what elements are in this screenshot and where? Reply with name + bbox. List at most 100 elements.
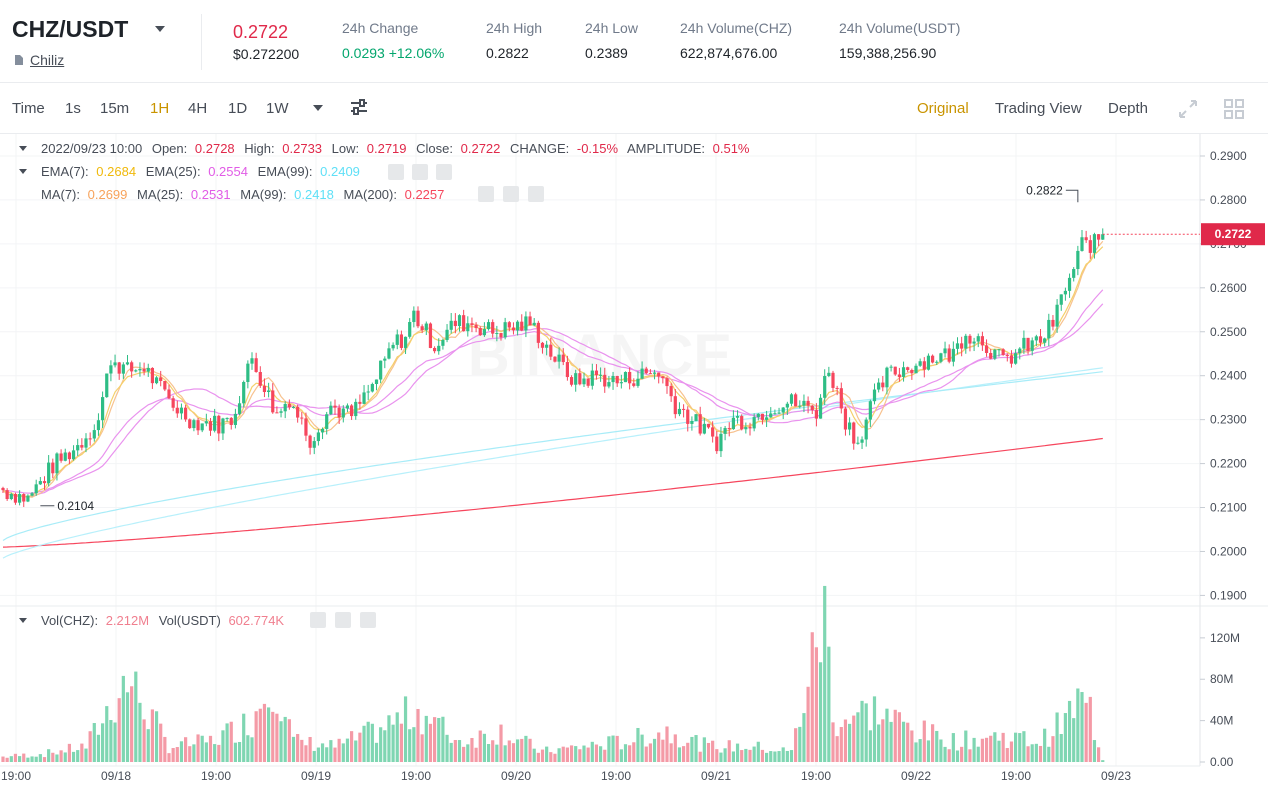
candle-body [532,322,536,326]
candle-body [428,323,433,348]
pair-symbol[interactable]: CHZ/USDT [12,16,129,42]
candle-body [325,414,329,429]
candle-body [42,481,47,484]
volume-bar [26,757,30,762]
settings-icon[interactable] [335,612,351,628]
interval-15m[interactable]: 15m [100,100,130,117]
high-marker-line [1065,189,1079,203]
volume-bar [897,712,901,762]
layout-grid-icon[interactable] [1224,99,1244,119]
view-original[interactable]: Original [917,100,969,117]
eye-icon[interactable] [388,164,404,180]
legend-open-label: Open: [152,141,187,156]
last-price-usd: $0.272200 [233,46,300,62]
volume-bar [553,753,557,762]
volume-bar [789,750,794,762]
volume-bar [719,752,723,762]
volume-bar [163,736,167,762]
candle-body [1097,234,1101,240]
candle-body [997,349,1001,351]
volume-bar [657,732,661,762]
volume-bar [246,735,250,762]
volume-bar [806,686,810,762]
volume-bar [810,632,814,762]
stat-label: 24h High [486,20,543,36]
volume-bar [42,757,47,762]
candle-body [420,326,424,331]
pair-dropdown-caret-icon[interactable] [155,26,165,32]
interval-1d[interactable]: 1D [228,100,248,117]
volume-bar [466,744,470,762]
volume-bar [661,739,665,762]
indicator-settings-icon[interactable] [349,98,369,116]
candle-body [964,335,968,349]
fullscreen-icon[interactable] [1178,99,1198,119]
close-icon[interactable] [528,186,544,202]
interval-1w[interactable]: 1W [266,100,289,117]
coin-name-link[interactable]: Chiliz [30,52,65,68]
legend-vol-usdt-label: Vol(USDT) [159,613,221,628]
volume-bar [67,743,71,762]
volume-bar [881,719,885,762]
more-intervals-caret-icon[interactable] [313,105,323,111]
volume-bar [179,741,184,762]
candle-body [777,412,781,414]
volume-bar [1055,712,1059,762]
close-icon[interactable] [360,612,376,628]
interval-4h[interactable]: 4H [188,100,208,117]
candle-body [574,373,578,385]
candlestick-chart[interactable]: BINANCE 0.29000.28000.27000.26000.25000.… [0,134,1268,802]
volume-bar [383,730,387,762]
volume-bar [18,756,22,762]
candle-body [706,423,711,428]
collapse-caret-icon[interactable] [19,169,27,174]
volume-bar [835,736,839,762]
volume-bar [63,752,67,762]
volume-bar [545,746,549,762]
candle-body [130,362,134,372]
candle-body [644,368,648,374]
volume-bar [358,732,362,762]
candle-body [872,389,877,402]
candle-body [1009,355,1014,364]
settings-icon[interactable] [412,164,428,180]
volume-bar [1026,746,1030,762]
volume-bar [848,723,852,762]
volume-bar [225,723,229,762]
stat-label: 24h Change [342,20,419,36]
close-icon[interactable] [436,164,452,180]
stat-label: 24h Volume(USDT) [839,20,961,36]
volume-bar [856,712,860,762]
view-trading-view[interactable]: Trading View [995,100,1082,117]
legend-low-label: Low: [332,141,359,156]
candle-body [881,382,885,388]
volume-bar [175,747,179,762]
high-marker-label: 0.2822 [1026,183,1063,197]
volume-bar [403,696,408,762]
legend-ema25: 0.2554 [208,164,248,179]
volume-bar [34,756,38,762]
candle-body [59,453,63,461]
legend-datetime: 2022/09/23 10:00 [41,141,142,156]
volume-bar [154,711,159,762]
eye-icon[interactable] [310,612,326,628]
volume-bar [590,741,594,762]
volume-bar [935,730,939,762]
eye-icon[interactable] [478,186,494,202]
interval-1s[interactable]: 1s [65,100,81,117]
volume-bar [250,737,254,762]
candle-body [1022,337,1026,349]
volume-bar [462,746,466,762]
interval-time[interactable]: Time [12,100,45,117]
interval-1h[interactable]: 1H [150,100,170,117]
collapse-caret-icon[interactable] [19,618,27,623]
candle-body [1005,354,1009,356]
volume-bar [486,744,491,762]
view-depth[interactable]: Depth [1108,100,1149,117]
settings-icon[interactable] [503,186,519,202]
collapse-caret-icon[interactable] [19,146,27,151]
volume-bar [254,711,258,762]
legend-close: 0.2722 [461,141,501,156]
volume-bar [628,745,632,762]
volume-bar [972,737,976,762]
